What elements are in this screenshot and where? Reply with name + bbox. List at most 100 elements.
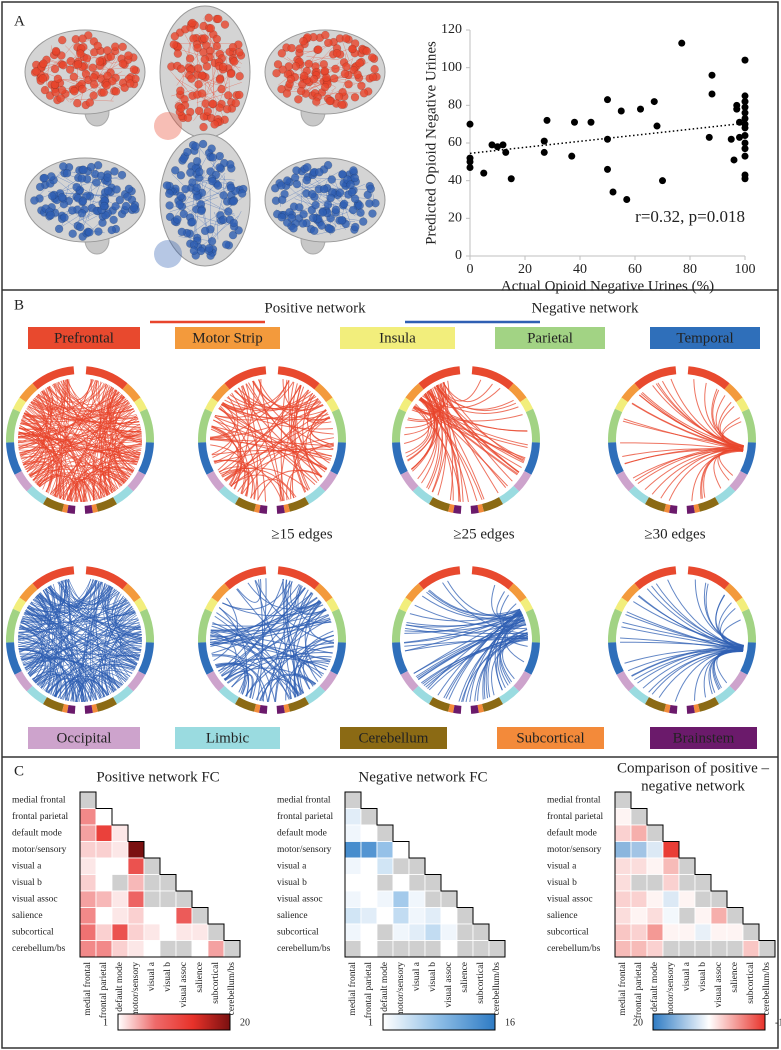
brain-node bbox=[106, 52, 116, 61]
column-label: default mode bbox=[649, 962, 660, 1012]
region-label: Temporal bbox=[676, 330, 733, 346]
ring-segment bbox=[32, 366, 75, 390]
row-label: medial frontal bbox=[12, 794, 66, 805]
connection bbox=[47, 664, 135, 694]
ring-segment bbox=[276, 504, 285, 514]
brain-node bbox=[237, 189, 247, 198]
ring-segment bbox=[314, 583, 333, 603]
brain-node bbox=[110, 167, 119, 176]
connection bbox=[55, 405, 133, 498]
ring-segment bbox=[608, 642, 624, 675]
ring-segment bbox=[392, 608, 407, 643]
point bbox=[736, 118, 743, 126]
connection bbox=[74, 679, 108, 702]
connection bbox=[247, 582, 321, 610]
connection bbox=[222, 580, 291, 610]
connection bbox=[22, 388, 52, 465]
empty-cell bbox=[694, 940, 712, 958]
connection bbox=[439, 383, 513, 482]
ring-segment bbox=[714, 685, 736, 705]
point bbox=[741, 139, 749, 147]
ring-segment bbox=[6, 608, 21, 643]
row-label: motor/sensory bbox=[12, 845, 67, 855]
brain-node bbox=[65, 65, 75, 74]
brain-node bbox=[194, 80, 203, 89]
brain-node bbox=[296, 86, 306, 96]
connection bbox=[221, 403, 318, 483]
cell bbox=[646, 841, 664, 859]
region-label: Subcortical bbox=[516, 730, 584, 746]
brain-node bbox=[368, 72, 378, 82]
brain-edge bbox=[283, 181, 332, 229]
connection bbox=[35, 595, 140, 625]
cell bbox=[79, 808, 97, 826]
connection bbox=[69, 481, 88, 502]
cell bbox=[408, 907, 426, 925]
ring-segment bbox=[204, 397, 218, 413]
connection bbox=[693, 379, 744, 451]
brain-node bbox=[342, 62, 351, 71]
connection bbox=[404, 617, 525, 633]
cell bbox=[344, 907, 362, 925]
brain-edge bbox=[210, 222, 220, 226]
heatmap-title: Comparison of positive – bbox=[617, 760, 770, 776]
connection bbox=[54, 579, 71, 697]
brain-node bbox=[47, 191, 57, 201]
brain-node bbox=[277, 213, 287, 222]
brain-node bbox=[189, 34, 198, 43]
connection bbox=[98, 580, 136, 616]
brain-node bbox=[200, 226, 210, 236]
connection bbox=[221, 403, 329, 421]
connection bbox=[65, 579, 74, 702]
connection bbox=[20, 423, 140, 459]
brain-node bbox=[88, 63, 97, 72]
ring-segment bbox=[481, 497, 503, 512]
connection bbox=[29, 580, 100, 678]
connection bbox=[22, 415, 65, 500]
cell bbox=[376, 890, 394, 908]
brain-node bbox=[85, 228, 94, 237]
ring-segment bbox=[224, 366, 267, 390]
colorbar-label: 1 bbox=[103, 1017, 108, 1028]
ring-segment bbox=[198, 642, 214, 675]
connection bbox=[211, 425, 239, 486]
brain-node bbox=[120, 83, 129, 93]
ring-segment bbox=[85, 566, 128, 590]
brain-node bbox=[185, 54, 195, 63]
brain-node bbox=[72, 182, 81, 192]
cell bbox=[614, 940, 632, 958]
connection bbox=[416, 622, 526, 679]
cell bbox=[662, 890, 680, 908]
connection bbox=[24, 433, 142, 468]
brain-node bbox=[295, 44, 305, 53]
brain-node bbox=[215, 75, 225, 84]
x-tick-label: 60 bbox=[628, 262, 642, 277]
point bbox=[507, 175, 515, 183]
brain-node bbox=[194, 106, 204, 116]
brain-node bbox=[40, 85, 50, 95]
brain-node bbox=[125, 79, 135, 88]
edge-threshold: ≥30 edges bbox=[644, 526, 705, 542]
point bbox=[488, 141, 496, 149]
edge-threshold: ≥25 edges bbox=[453, 526, 514, 542]
ring-segment bbox=[95, 497, 117, 512]
brain-node bbox=[179, 209, 189, 219]
connection bbox=[648, 650, 744, 693]
brain-node bbox=[169, 40, 179, 49]
cell bbox=[392, 890, 410, 908]
connection bbox=[99, 423, 141, 499]
connection bbox=[18, 625, 40, 637]
empty-cell bbox=[408, 857, 426, 875]
connection bbox=[215, 663, 269, 702]
brain-node bbox=[78, 34, 87, 43]
empty-cell bbox=[408, 874, 426, 892]
empty-cell bbox=[472, 923, 490, 941]
ring-segment bbox=[513, 470, 532, 492]
brain-node bbox=[118, 42, 127, 52]
cell bbox=[207, 940, 225, 958]
region-box bbox=[28, 327, 140, 349]
cell bbox=[662, 874, 680, 892]
connection bbox=[24, 403, 45, 420]
connection bbox=[227, 652, 333, 684]
